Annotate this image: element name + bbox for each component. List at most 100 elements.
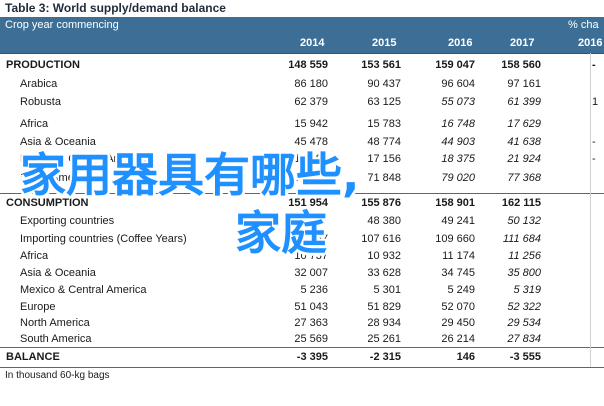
table-title: Table 3: World supply/demand balance	[5, 1, 226, 15]
row-value: 148 559	[288, 59, 328, 71]
row-value: 151 954	[288, 197, 328, 209]
row-value: 29 534	[507, 317, 541, 329]
row-value: 158 560	[501, 59, 541, 71]
pct-change-value: -	[592, 136, 596, 148]
row-label: CONSUMPTION	[6, 197, 89, 209]
table-bottom-rule	[0, 367, 604, 368]
crop-year-label: Crop year commencing	[5, 19, 119, 31]
row-value: 32 007	[294, 267, 328, 279]
row-value: 16 748	[441, 118, 475, 130]
row-value: 69 957	[294, 172, 328, 184]
pct-change-value: 1	[592, 96, 599, 108]
row-label: North America	[20, 317, 90, 329]
row-value: 44 903	[441, 136, 475, 148]
table-row: Mexico & Central America 17 182 17 156 18 3…	[0, 152, 604, 168]
table-row: Robusta 62 379 63 125 55 073 61 399 1	[0, 95, 604, 111]
row-value: 77 368	[507, 172, 541, 184]
row-label: Exporting countries	[20, 215, 115, 227]
column-divider	[590, 53, 591, 367]
row-value: 11 174	[442, 250, 475, 262]
row-label: Robusta	[20, 96, 61, 108]
year-header: 2017	[510, 37, 535, 49]
table-row: South America 25 569 25 261 26 214 27 834	[0, 332, 604, 348]
header-row-top: Crop year commencing % cha	[0, 17, 604, 35]
table-row: North America 27 363 28 934 29 450 29 534	[0, 316, 604, 332]
row-value: 33 628	[367, 267, 401, 279]
row-value: 97 161	[507, 78, 541, 90]
overlay-line-1: 家用器具有哪些,	[20, 148, 360, 202]
row-value: 63 125	[367, 96, 401, 108]
pct-change-value: -	[592, 59, 596, 71]
table-row: Exporting countries 47 187 48 380 49 241 50 …	[0, 214, 604, 230]
row-value: 17 156	[367, 153, 401, 165]
row-value: 15 783	[367, 118, 401, 130]
row-value: 158 901	[435, 197, 475, 209]
row-value: 45 478	[294, 136, 328, 148]
row-value: 159 047	[435, 59, 475, 71]
row-value: 18 375	[441, 153, 475, 165]
row-value: 27 834	[507, 333, 541, 345]
row-value: 15 942	[294, 118, 328, 130]
row-value: 79 020	[441, 172, 475, 184]
row-label: Africa	[20, 118, 49, 130]
row-label: Mexico & Central America	[20, 284, 147, 296]
row-value: -2 315	[369, 351, 401, 363]
row-value: 52 322	[507, 301, 541, 313]
year-header: 2014	[300, 37, 325, 49]
section-row: PRODUCTION 148 559 153 561 159 047 158 560 -	[0, 58, 604, 74]
row-value: 5 249	[447, 284, 475, 296]
row-label: Importing countries (Coffee Years)	[20, 233, 187, 245]
section-divider	[0, 193, 604, 194]
row-value: -3 395	[296, 351, 328, 363]
row-value: 71 848	[367, 172, 401, 184]
row-value: 61 399	[507, 96, 541, 108]
row-value: 153 561	[361, 59, 401, 71]
row-value: 104 767	[288, 233, 328, 245]
table-row: Asia & Oceania 32 007 33 628 34 745 35 800	[0, 266, 604, 282]
year-header: 2015	[372, 37, 397, 49]
row-value: 52 070	[441, 301, 475, 313]
row-value: 62 379	[294, 96, 328, 108]
table-row: Asia & Oceania 45 478 48 774 44 903 41 638 -	[0, 135, 604, 151]
row-value: 11 256	[508, 250, 541, 262]
year-header: 2016	[578, 37, 603, 49]
row-value: 86 180	[294, 78, 328, 90]
row-label: Mexico & Central America	[20, 153, 147, 165]
row-value: 51 829	[367, 301, 401, 313]
header-row-years: 2014 2015 2016 2017 2016	[0, 35, 604, 54]
section-row: BALANCE -3 395 -2 315 146 -3 555	[0, 350, 604, 366]
row-value: -3 555	[509, 351, 541, 363]
row-label: South America	[20, 333, 92, 345]
row-label: Arabica	[20, 78, 58, 90]
table-row: Arabica 86 180 90 437 96 604 97 161	[0, 77, 604, 93]
row-value: 51 043	[294, 301, 328, 313]
row-value: 155 876	[361, 197, 401, 209]
row-value: 10 932	[367, 250, 401, 262]
row-label: Europe	[20, 301, 56, 313]
table-row: Africa 15 942 15 783 16 748 17 629	[0, 117, 604, 133]
year-header: 2016	[448, 37, 473, 49]
row-value: 47 187	[294, 215, 328, 227]
row-value: 34 745	[441, 267, 475, 279]
row-value: 5 319	[513, 284, 541, 296]
row-label: Asia & Oceania	[20, 136, 96, 148]
footnote: In thousand 60-kg bags	[5, 370, 110, 381]
table-title-bar: Table 3: World supply/demand balance	[0, 0, 604, 17]
row-value: 111 684	[502, 233, 541, 245]
row-value: 17 629	[507, 118, 541, 130]
footnote-row: In thousand 60-kg bags	[0, 369, 604, 385]
section-divider	[0, 347, 604, 348]
row-value: 21 924	[507, 153, 541, 165]
table-row: Mexico & Central America 5 236 5 301 5 249 5…	[0, 283, 604, 299]
row-value: 48 774	[367, 136, 401, 148]
pct-change-value: -	[592, 153, 596, 165]
row-value: 41 638	[507, 136, 541, 148]
row-value: 96 604	[441, 78, 475, 90]
row-value: 28 934	[367, 317, 401, 329]
row-value: 55 073	[441, 96, 475, 108]
row-value: 49 241	[441, 215, 475, 227]
overlay-line-2: 家庭	[235, 206, 327, 260]
row-label: PRODUCTION	[6, 59, 80, 71]
row-value: 162 115	[501, 197, 541, 209]
row-value: 26 214	[441, 333, 475, 345]
